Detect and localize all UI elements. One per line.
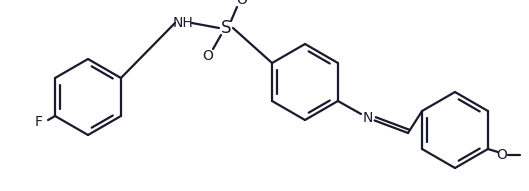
Text: NH: NH [172, 16, 194, 30]
Text: N: N [363, 111, 373, 125]
Text: O: O [236, 0, 248, 7]
Text: O: O [203, 49, 213, 63]
Text: F: F [35, 115, 43, 129]
Text: S: S [221, 19, 231, 37]
Text: O: O [497, 148, 507, 162]
